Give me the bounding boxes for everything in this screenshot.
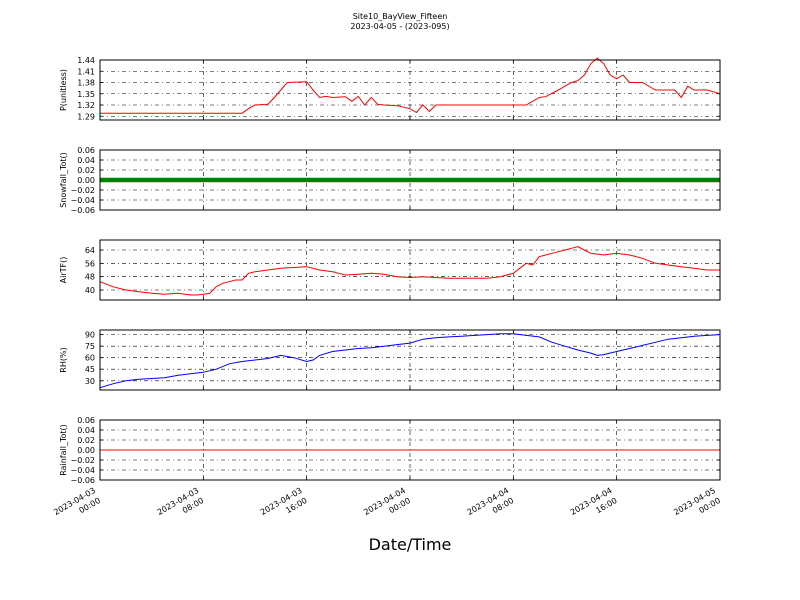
panels-group: 1.29 1.32 1.35 1.38 1.41 1.44 P(unitless) −0.06… bbox=[59, 56, 721, 485]
y-tick-label: −0.06 bbox=[70, 476, 95, 485]
y-tick-label: 0.00 bbox=[77, 176, 95, 185]
x-axis-label: Date/Time bbox=[369, 535, 452, 554]
panel-5: −0.06−0.04−0.020.000.020.040.06 Rainfall_… bbox=[59, 416, 721, 485]
y-tick-label: −0.06 bbox=[70, 206, 95, 215]
panel-frame bbox=[99, 419, 721, 481]
y-axis-label: AirTF() bbox=[59, 257, 68, 284]
y-tick-label: 1.41 bbox=[77, 67, 95, 76]
y-axis-label: RH(%) bbox=[59, 347, 68, 372]
y-tick-label: 0.02 bbox=[77, 436, 95, 445]
series-line-4 bbox=[99, 333, 721, 389]
panel-frame bbox=[99, 329, 721, 391]
panel-2: −0.06−0.04−0.020.000.020.040.06 Snowfall_… bbox=[59, 146, 721, 215]
y-axis-label: Rainfall_Tot() bbox=[59, 424, 68, 476]
y-tick-label: 0.06 bbox=[77, 146, 95, 155]
y-tick-label: −0.02 bbox=[70, 186, 95, 195]
panel-3: 40 48 56 64 AirTF() bbox=[59, 239, 721, 301]
y-tick-label: 1.35 bbox=[77, 90, 95, 99]
y-tick-label: 1.38 bbox=[77, 79, 95, 88]
y-tick-label: 0.02 bbox=[77, 166, 95, 175]
chart-title: Site10_BayView_Fifteen bbox=[353, 12, 448, 21]
y-tick-label: 0.00 bbox=[77, 446, 95, 455]
y-axis-label: P(unitless) bbox=[59, 69, 68, 111]
y-tick-label: 30 bbox=[85, 377, 95, 386]
y-tick-label: 1.32 bbox=[77, 101, 95, 110]
panel-frame bbox=[99, 149, 721, 211]
y-axis-label: Snowfall_Tot() bbox=[59, 152, 68, 208]
chart-subtitle: 2023-04-05 - (2023-095) bbox=[350, 22, 449, 31]
y-tick-label: 0.06 bbox=[77, 416, 95, 425]
y-tick-label: 0.04 bbox=[77, 426, 95, 435]
y-tick-label: −0.04 bbox=[70, 196, 95, 205]
y-tick-label: −0.04 bbox=[70, 466, 95, 475]
panel-4: 30 45 60 75 90 RH(%) bbox=[59, 329, 721, 391]
y-tick-label: 45 bbox=[85, 365, 95, 374]
series-line-3 bbox=[99, 246, 720, 296]
panel-frame bbox=[99, 239, 721, 301]
panel-frame bbox=[99, 59, 721, 121]
y-tick-label: 1.29 bbox=[77, 112, 95, 121]
y-tick-label: 0.04 bbox=[77, 156, 95, 165]
y-tick-label: 75 bbox=[85, 342, 95, 351]
panel-1: 1.29 1.32 1.35 1.38 1.41 1.44 P(unitless) bbox=[59, 56, 721, 121]
y-tick-label: 90 bbox=[85, 331, 95, 340]
y-tick-label: 60 bbox=[85, 354, 95, 363]
y-tick-label: 1.44 bbox=[77, 56, 95, 65]
y-tick-label: 56 bbox=[85, 259, 95, 268]
series-line-1 bbox=[100, 57, 721, 114]
y-tick-label: 64 bbox=[85, 246, 95, 255]
y-tick-label: −0.02 bbox=[70, 456, 95, 465]
y-tick-label: 40 bbox=[85, 286, 95, 295]
y-tick-label: 48 bbox=[85, 273, 95, 282]
